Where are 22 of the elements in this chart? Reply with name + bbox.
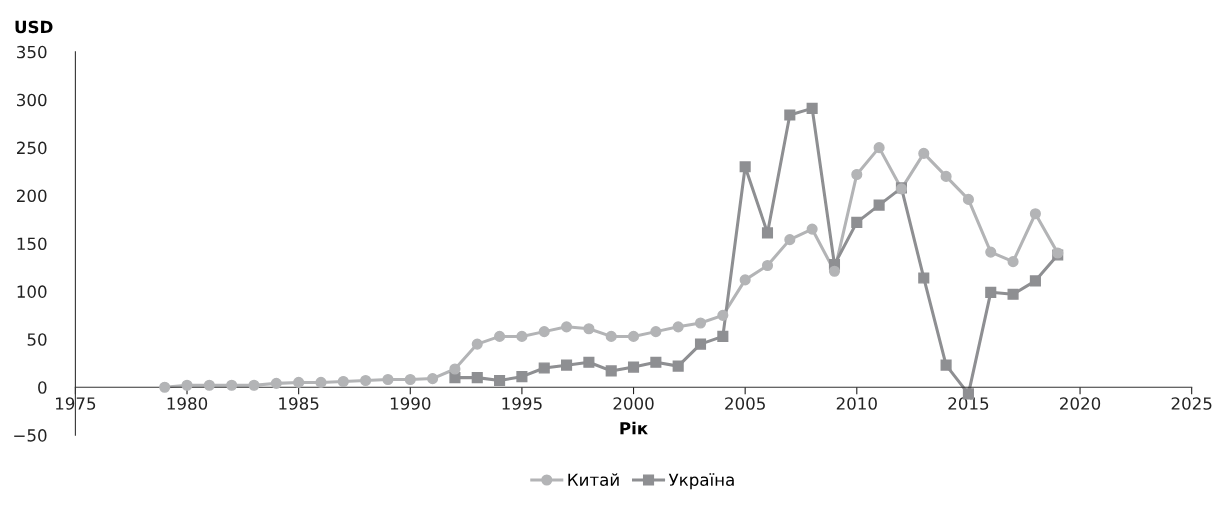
- x-tick-label: 2020: [1060, 397, 1101, 410]
- y-tick-label: 0: [38, 381, 47, 394]
- y-tick-label: −50: [14, 429, 47, 442]
- x-tick-label: 1985: [279, 397, 319, 410]
- x-tick-label: 1980: [167, 397, 208, 410]
- y-tick-label: 100: [17, 285, 47, 298]
- y-tick-label: 250: [17, 141, 47, 155]
- y-tick-label: 300: [17, 93, 47, 107]
- y-tick-label: 350: [17, 45, 47, 59]
- y-tick-label: 150: [17, 237, 47, 251]
- legend-label: Україна: [668, 473, 734, 490]
- x-tick-label: 2025: [1171, 397, 1212, 410]
- y-tick-label: 50: [27, 333, 47, 346]
- y-tick-label: 200: [17, 189, 47, 203]
- x-axis-title: Рік: [620, 421, 648, 435]
- legend-label: Китай: [568, 473, 619, 487]
- x-tick-label: 1990: [390, 397, 431, 410]
- x-tick-label: 2000: [613, 397, 654, 410]
- x-tick-label: 2005: [725, 397, 765, 410]
- x-tick-label: 1995: [502, 397, 542, 410]
- y-axis-title: USD: [15, 20, 53, 34]
- x-tick-label: 2010: [836, 397, 877, 410]
